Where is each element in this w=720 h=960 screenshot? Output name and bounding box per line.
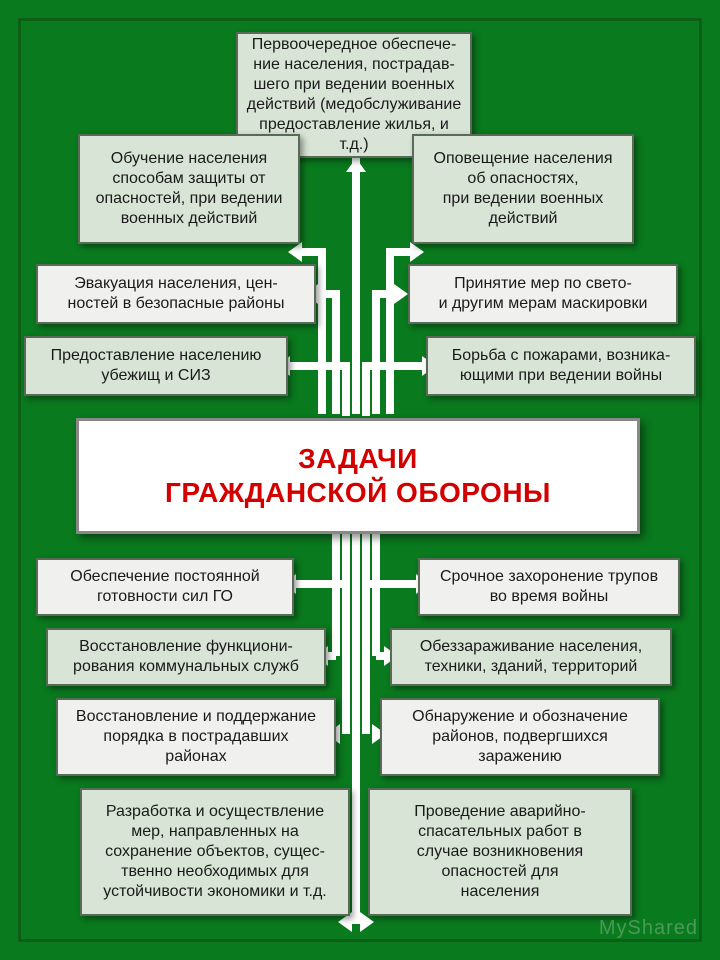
- arrow-shaft: [288, 362, 346, 370]
- arrow-head-right: [410, 242, 424, 262]
- box-text: Обеззараживание населения,техники, здани…: [420, 637, 642, 677]
- arrow-shaft: [386, 248, 394, 414]
- arrow-shaft: [362, 362, 370, 416]
- box-bot-right1: Срочное захоронение труповво время войны: [418, 558, 680, 616]
- box-text: Обнаружение и обозначениерайонов, подвер…: [412, 707, 628, 767]
- box-mid-right2: Борьба с пожарами, возника-ющими при вед…: [426, 336, 696, 396]
- arrow-shaft: [318, 248, 326, 414]
- arrow-shaft: [372, 290, 380, 414]
- arrow-shaft: [376, 290, 396, 298]
- box-bot-left3: Восстановление и поддержаниепорядка в по…: [56, 698, 336, 776]
- box-text: Обучение населенияспособам защиты отопас…: [96, 149, 283, 229]
- watermark: MyShared: [599, 917, 698, 940]
- box-top-left: Обучение населенияспособам защиты отопас…: [78, 134, 300, 244]
- arrow-shaft: [366, 362, 424, 370]
- box-text: Предоставление населениюубежищ и СИЗ: [51, 346, 262, 386]
- box-text: Принятие мер по свето-и другим мерам мас…: [439, 274, 648, 314]
- box-text: Обеспечение постояннойготовности сил ГО: [70, 567, 260, 607]
- arrow-shaft: [352, 158, 360, 414]
- box-text: Проведение аварийно-спасательных работ в…: [414, 802, 585, 902]
- box-bot-left1: Обеспечение постояннойготовности сил ГО: [36, 558, 294, 616]
- arrow-shaft: [300, 248, 322, 256]
- arrow-shaft: [332, 530, 340, 656]
- center-line2: ГРАЖДАНСКОЙ ОБОРОНЫ: [165, 476, 551, 510]
- box-mid-left1: Эвакуация населения, цен-ностей в безопа…: [36, 264, 316, 324]
- box-top-right: Оповещение населенияоб опасностях,при ве…: [412, 134, 634, 244]
- box-mid-right1: Принятие мер по свето-и другим мерам мас…: [408, 264, 678, 324]
- arrow-head-left: [288, 242, 302, 262]
- arrow-shaft: [342, 362, 350, 416]
- center-title-box: ЗАДАЧИ ГРАЖДАНСКОЙ ОБОРОНЫ: [76, 418, 640, 534]
- box-text: Восстановление функциони-рования коммуна…: [73, 637, 299, 677]
- box-bot-right3: Обнаружение и обозначениерайонов, подвер…: [380, 698, 660, 776]
- arrow-shaft: [352, 530, 360, 924]
- box-text: Срочное захоронение труповво время войны: [440, 567, 658, 607]
- arrow-shaft: [332, 290, 340, 414]
- center-line1: ЗАДАЧИ: [165, 442, 551, 476]
- box-text: Эвакуация населения, цен-ностей в безопа…: [68, 274, 285, 314]
- arrow-head-right: [394, 284, 408, 304]
- arrow-shaft: [342, 530, 350, 734]
- arrow-shaft: [390, 248, 412, 256]
- box-bot-right2: Обеззараживание населения,техники, здани…: [390, 628, 672, 686]
- arrow-shaft: [372, 530, 380, 656]
- box-text: Восстановление и поддержаниепорядка в по…: [76, 707, 316, 767]
- arrow-shaft: [362, 530, 370, 734]
- arrow-shaft: [316, 290, 336, 298]
- box-bot-right4: Проведение аварийно-спасательных работ в…: [368, 788, 632, 916]
- box-bot-left2: Восстановление функциони-рования коммуна…: [46, 628, 326, 686]
- box-bot-left4: Разработка и осуществлениемер, направлен…: [80, 788, 350, 916]
- box-text: Борьба с пожарами, возника-ющими при вед…: [452, 346, 671, 386]
- box-text: Разработка и осуществлениемер, направлен…: [103, 802, 326, 902]
- arrow-head-up: [346, 158, 366, 172]
- box-mid-left2: Предоставление населениюубежищ и СИЗ: [24, 336, 288, 396]
- box-text: Оповещение населенияоб опасностях,при ве…: [434, 149, 613, 229]
